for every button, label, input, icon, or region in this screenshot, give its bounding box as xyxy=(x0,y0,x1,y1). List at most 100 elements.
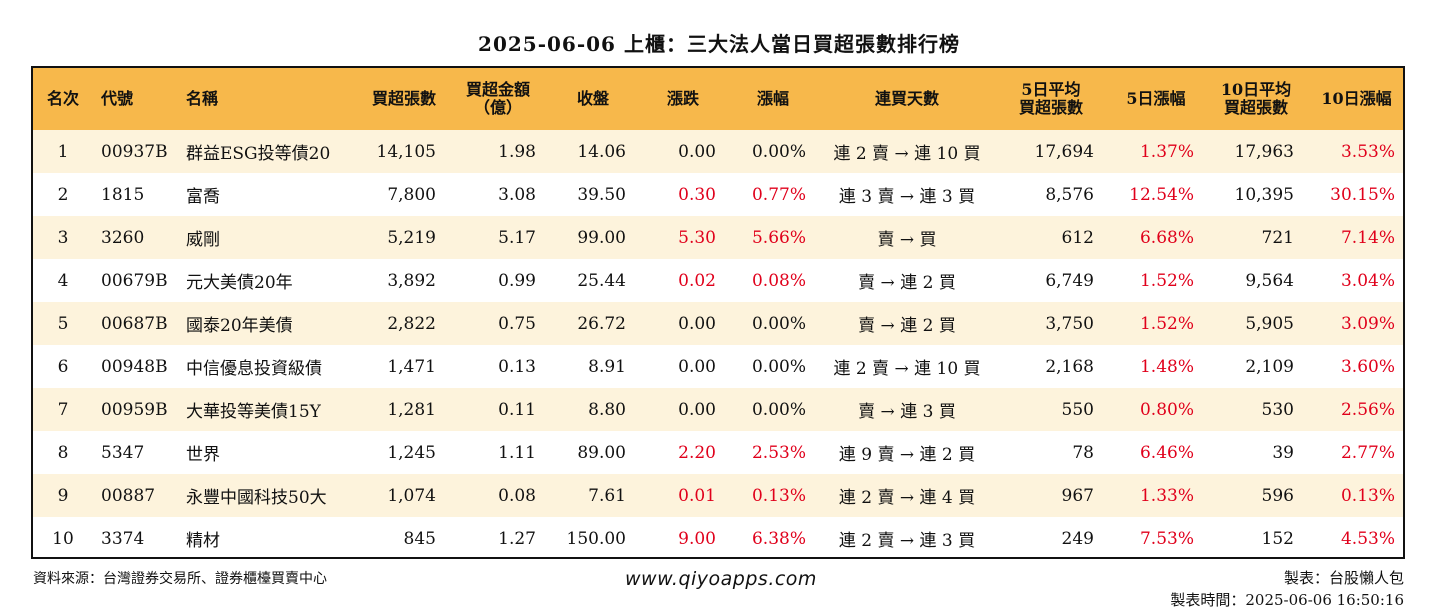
cell-streak: 賣 → 連 2 買 xyxy=(858,273,956,293)
cell-pct: 0.08% xyxy=(751,270,806,291)
cell-pct5: 0.80% xyxy=(1139,399,1194,420)
cell-pct5: 1.52% xyxy=(1139,270,1194,291)
cell-avg5: 6,749 xyxy=(1045,270,1094,291)
cell-rank: 2 xyxy=(57,184,69,205)
table-row: 10 3374 精材 845 1.27 150.00 9.00 6.38% 連 … xyxy=(33,517,1403,557)
cell-pct: 0.00% xyxy=(751,356,806,377)
table-row: 3 3260 威剛 5,219 5.17 99.00 5.30 5.66% 賣 … xyxy=(33,216,1403,259)
cell-avg10: 9,564 xyxy=(1245,270,1294,291)
cell-name: 威剛 xyxy=(186,230,220,250)
cell-close: 7.61 xyxy=(588,485,626,506)
header-rank: 名次 xyxy=(46,89,79,108)
header-close: 收盤 xyxy=(576,89,609,108)
cell-buy-lots: 7,800 xyxy=(387,184,436,205)
cell-avg5: 612 xyxy=(1061,227,1094,248)
table-row: 7 00959B 大華投等美債15Y 1,281 0.11 8.80 0.00 … xyxy=(33,388,1403,431)
header-buy-amount: 買超金額 （億） xyxy=(465,80,530,117)
cell-pct5: 6.68% xyxy=(1139,227,1194,248)
header-pct10: 10日漲幅 xyxy=(1321,89,1392,108)
cell-buy-amount: 0.11 xyxy=(498,399,536,420)
cell-avg10: 5,905 xyxy=(1245,313,1294,334)
cell-avg5: 2,168 xyxy=(1045,356,1094,377)
cell-change: 0.01 xyxy=(678,485,716,506)
cell-pct5: 1.52% xyxy=(1139,313,1194,334)
header-row: 名次 代號 名稱 買超張數 買超金額 （億） 收盤 漲跌 漲幅 連買天數 5日平… xyxy=(33,68,1403,130)
cell-code: 00937B xyxy=(101,141,168,162)
cell-buy-lots: 1,281 xyxy=(387,399,436,420)
cell-pct: 5.66% xyxy=(751,227,806,248)
table-row: 1 00937B 群益ESG投等債20 14,105 1.98 14.06 0.… xyxy=(33,130,1403,173)
cell-buy-lots: 2,822 xyxy=(387,313,436,334)
cell-name: 大華投等美債15Y xyxy=(186,402,321,422)
table-row: 6 00948B 中信優息投資級債 1,471 0.13 8.91 0.00 0… xyxy=(33,345,1403,388)
cell-close: 99.00 xyxy=(577,227,626,248)
cell-code: 00948B xyxy=(101,356,168,377)
cell-close: 39.50 xyxy=(577,184,626,205)
cell-change: 0.02 xyxy=(678,270,716,291)
cell-pct5: 7.53% xyxy=(1139,528,1194,549)
header-pct5: 5日漲幅 xyxy=(1126,89,1186,108)
cell-name: 精材 xyxy=(186,531,220,551)
cell-rank: 4 xyxy=(57,270,69,291)
cell-buy-amount: 0.75 xyxy=(498,313,536,334)
header-streak: 連買天數 xyxy=(874,89,939,108)
cell-avg10: 152 xyxy=(1261,528,1294,549)
cell-pct10: 3.53% xyxy=(1340,141,1395,162)
cell-pct: 2.53% xyxy=(751,442,806,463)
cell-avg5: 967 xyxy=(1061,485,1094,506)
cell-close: 8.91 xyxy=(588,356,626,377)
ranking-table: 名次 代號 名稱 買超張數 買超金額 （億） 收盤 漲跌 漲幅 連買天數 5日平… xyxy=(31,66,1405,559)
cell-buy-amount: 5.17 xyxy=(498,227,536,248)
cell-avg10: 530 xyxy=(1261,399,1294,420)
cell-avg10: 2,109 xyxy=(1245,356,1294,377)
cell-name: 群益ESG投等債20 xyxy=(186,144,331,164)
maker-label: 製表：台股懶人包 xyxy=(1283,569,1404,587)
cell-avg10: 39 xyxy=(1272,442,1294,463)
made-time-label: 製表時間：2025-06-06 16:50:16 xyxy=(1170,591,1404,609)
cell-name: 國泰20年美債 xyxy=(186,316,293,336)
cell-close: 26.72 xyxy=(577,313,626,334)
cell-buy-lots: 1,245 xyxy=(387,442,436,463)
data-source-note: 資料來源：台灣證券交易所、證券櫃檯買賣中心 xyxy=(33,571,327,587)
cell-pct: 0.77% xyxy=(751,184,806,205)
cell-code: 00959B xyxy=(101,399,168,420)
header-buy-lots: 買超張數 xyxy=(371,89,436,108)
cell-streak: 賣 → 買 xyxy=(877,230,937,250)
website-url: www.qiyoapps.com xyxy=(625,568,817,590)
cell-buy-lots: 1,471 xyxy=(387,356,436,377)
cell-close: 25.44 xyxy=(577,270,626,291)
cell-pct10: 3.09% xyxy=(1340,313,1395,334)
cell-buy-amount: 0.08 xyxy=(498,485,536,506)
table-row: 5 00687B 國泰20年美債 2,822 0.75 26.72 0.00 0… xyxy=(33,302,1403,345)
cell-streak: 連 2 賣 → 連 10 買 xyxy=(833,359,981,379)
cell-avg5: 3,750 xyxy=(1045,313,1094,334)
cell-change: 5.30 xyxy=(678,227,716,248)
cell-avg5: 78 xyxy=(1072,442,1094,463)
cell-change: 0.00 xyxy=(678,141,716,162)
cell-streak: 連 9 賣 → 連 2 買 xyxy=(838,445,976,465)
cell-pct10: 30.15% xyxy=(1330,184,1395,205)
cell-code: 5347 xyxy=(101,442,145,463)
cell-buy-amount: 1.98 xyxy=(498,141,536,162)
cell-pct: 0.00% xyxy=(751,313,806,334)
header-avg5: 5日平均 買超張數 xyxy=(1018,80,1083,117)
cell-rank: 6 xyxy=(57,356,69,377)
page-title: 2025-06-06 上櫃：三大法人當日買超張數排行榜 xyxy=(478,32,960,56)
table-row: 8 5347 世界 1,245 1.11 89.00 2.20 2.53% 連 … xyxy=(33,431,1403,474)
cell-name: 富喬 xyxy=(186,187,220,207)
cell-streak: 賣 → 連 3 買 xyxy=(858,402,956,422)
cell-avg5: 550 xyxy=(1061,399,1094,420)
cell-name: 中信優息投資級債 xyxy=(186,359,322,379)
header-change: 漲跌 xyxy=(666,89,699,108)
cell-pct: 0.00% xyxy=(751,399,806,420)
cell-change: 2.20 xyxy=(678,442,716,463)
cell-change: 0.00 xyxy=(678,399,716,420)
cell-pct10: 2.77% xyxy=(1340,442,1395,463)
cell-change: 0.00 xyxy=(678,313,716,334)
table-row: 4 00679B 元大美債20年 3,892 0.99 25.44 0.02 0… xyxy=(33,259,1403,302)
cell-buy-amount: 1.11 xyxy=(498,442,536,463)
cell-pct5: 1.33% xyxy=(1139,485,1194,506)
cell-name: 元大美債20年 xyxy=(186,273,293,293)
header-code: 代號 xyxy=(101,89,134,108)
cell-buy-amount: 3.08 xyxy=(498,184,536,205)
